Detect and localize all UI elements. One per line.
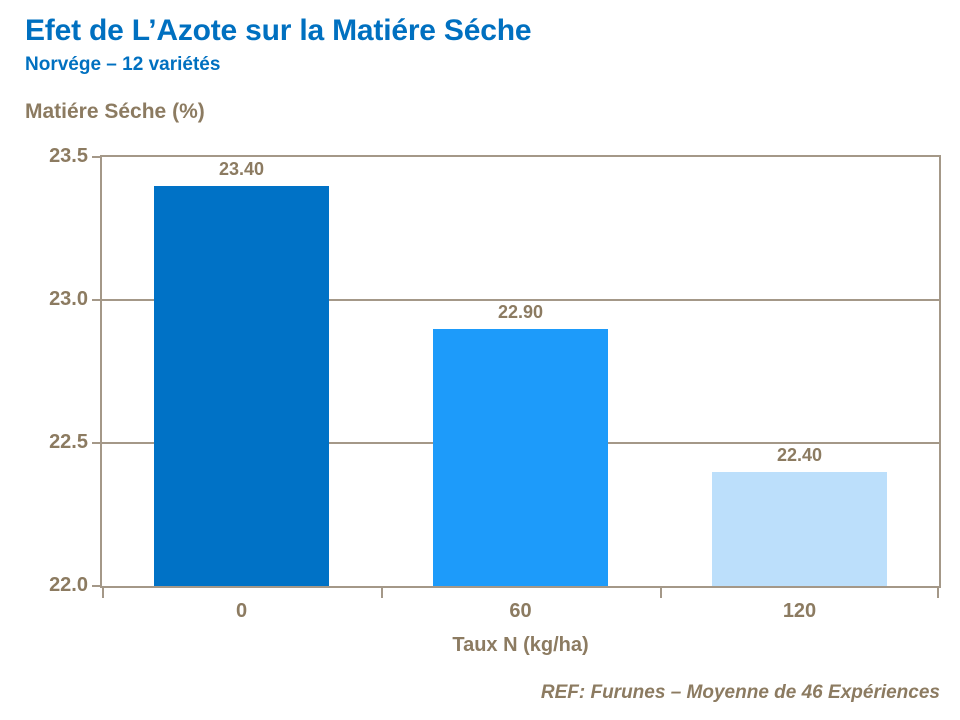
y-axis-tick [92, 156, 102, 158]
bar-value-label: 23.40 [218, 158, 265, 179]
reference-text: REF: Furunes – Moyenne de 46 Expériences [540, 682, 940, 703]
x-axis-category-label: 120 [782, 600, 817, 622]
x-axis-category-label: 0 [235, 600, 248, 622]
x-axis-tick [102, 588, 104, 598]
plot-area: 23.5 23.0 22.5 22.0 23.40 0 22.90 60 22.40 120 [49, 145, 941, 622]
x-axis-tick [660, 588, 662, 598]
x-axis-title: Taux N (kg/ha) [452, 634, 589, 656]
chart-title: Efet de L’Azote sur la Matiére Séche [25, 14, 532, 47]
y-axis-title: Matiére Séche (%) [25, 100, 205, 123]
y-axis-tick-label: 23.0 [49, 288, 88, 310]
y-axis-tick-label: 23.5 [49, 145, 88, 167]
x-axis-tick [381, 588, 383, 598]
bar-0 [154, 185, 329, 586]
x-axis-tick [937, 588, 939, 598]
bar-value-label: 22.40 [776, 444, 823, 465]
y-axis-tick [92, 585, 102, 587]
bar-120 [712, 471, 887, 586]
bar-60 [433, 328, 608, 586]
gridline [102, 299, 939, 301]
y-axis-tick-label: 22.0 [49, 574, 88, 596]
y-axis-tick [92, 299, 102, 301]
chart-subtitle: Norvége – 12 variétés [25, 54, 221, 75]
bar-value-label: 22.90 [497, 301, 544, 322]
y-axis-tick-label: 22.5 [49, 431, 88, 453]
y-axis-tick [92, 442, 102, 444]
x-axis-category-label: 60 [509, 600, 532, 622]
